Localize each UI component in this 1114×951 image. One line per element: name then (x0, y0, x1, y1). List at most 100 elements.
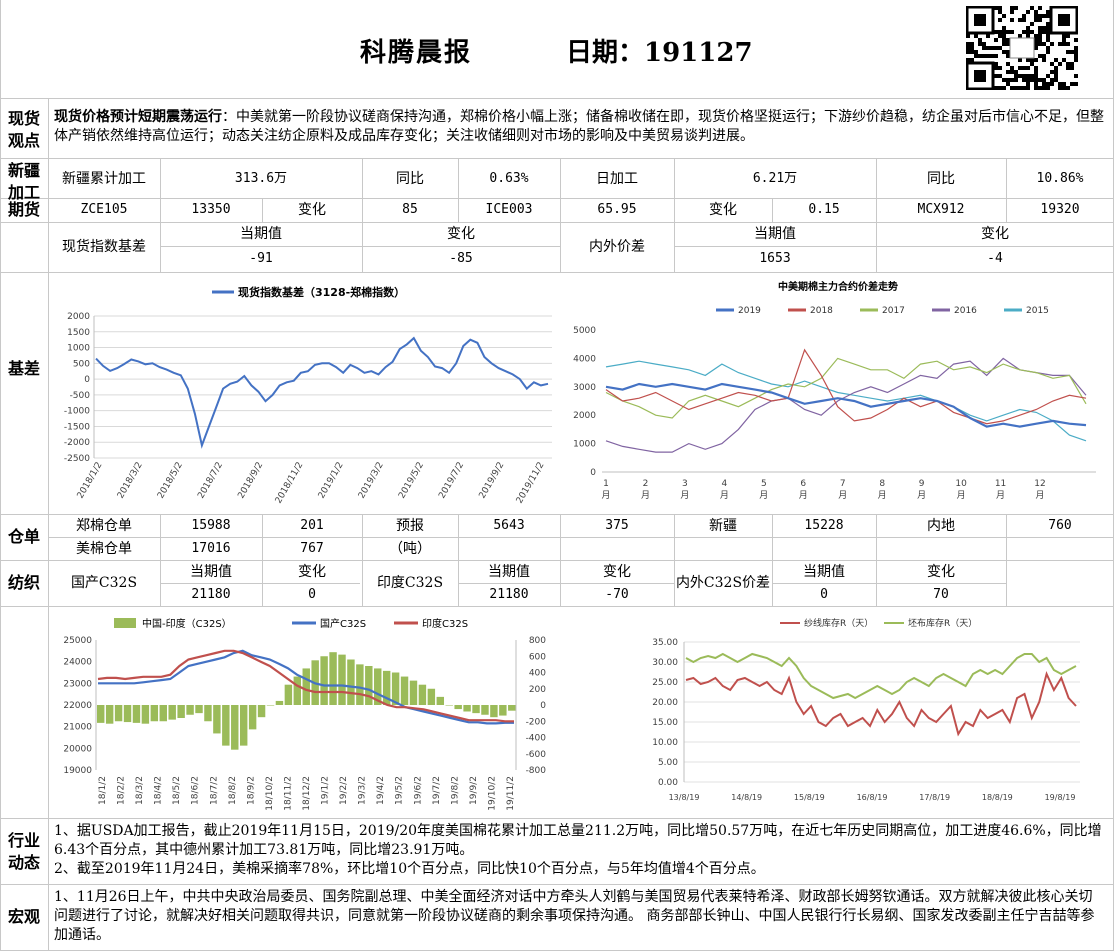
y-right-tick-label: -400 (526, 734, 547, 744)
futures-contract-3: MCX912 (917, 202, 965, 217)
futures-value-3: 19320 (1040, 202, 1080, 217)
series-line-2016 (605, 357, 1087, 453)
series-line-2019 (605, 382, 1087, 428)
diff-bar (400, 676, 409, 705)
y-tick-label: -1000 (64, 407, 90, 417)
diff-bar (213, 705, 221, 734)
x-tick-label-group: 19/7/2 (432, 776, 442, 805)
legend-label: 现货指数基差（3128-郑棉指数） (238, 285, 405, 299)
ind-c32s-label: 印度C32S (376, 575, 444, 591)
x-tick-label-group: 2019/5/2 (397, 461, 426, 501)
us-warrant-label: 美棉仓单 (76, 541, 132, 557)
diff-bar (472, 705, 480, 714)
x-tick-label-group: 19/4/2 (376, 776, 386, 805)
diff-bar (445, 705, 453, 706)
diff-bar (97, 705, 105, 723)
spread-c32s-label: 内外C32S价差 (675, 575, 771, 591)
x-tick-label: 2018/5/2 (156, 461, 185, 501)
brand-title: 科腾晨报 (360, 38, 473, 68)
dom-c32s-label: 国产C32S (70, 575, 138, 591)
diff-bar (374, 668, 382, 705)
x-tick-label: 4 (721, 479, 727, 489)
x-tick-label-group: 19/1/2 (321, 776, 331, 805)
basis-current-1: -91 (249, 251, 273, 266)
diff-bar (177, 705, 185, 718)
x-tick-label: 15/8/19 (794, 793, 825, 802)
y-right-tick-label: 400 (529, 669, 546, 679)
qr-code-icon (965, 5, 1079, 91)
basis-change-1: -85 (449, 251, 473, 266)
diff-bar (204, 705, 212, 722)
diff-bar (186, 705, 194, 715)
x-tick-label: 2 (643, 479, 649, 489)
x-tick-unit: 月 (1035, 490, 1044, 501)
x-tick-label: 19/10/2 (487, 776, 497, 811)
x-tick-label: 19/2/2 (339, 776, 349, 805)
legend-label: 中国-印度（C32S） (142, 617, 232, 630)
diff-bar (168, 705, 176, 720)
spread-current: 0 (820, 587, 828, 602)
section-futures: 期货 (7, 200, 40, 219)
y-tick-label: 5000 (573, 326, 596, 336)
y-tick-label: 35.00 (652, 638, 678, 648)
x-tick-label: 18/11/2 (283, 776, 293, 811)
y-tick-label: -500 (70, 391, 91, 401)
diff-bar (365, 666, 373, 705)
legend-label: 2019 (738, 306, 761, 316)
x-tick-label: 2018/3/2 (116, 461, 145, 501)
x-tick-label: 18/8/19 (982, 793, 1013, 802)
futures-change-2: 0.15 (808, 202, 840, 217)
x-tick-label-group: 19/11/2 (506, 776, 516, 811)
y-tick-label: 5.00 (658, 758, 678, 768)
x-tick-unit: 月 (641, 490, 650, 501)
spot-view-headline: 现货价格预计短期震荡运行 (54, 109, 222, 125)
ind-current-label: 当期值 (488, 564, 530, 580)
xj-cum-label: 新疆累计加工 (62, 171, 146, 187)
x-tick-label-group: 19/8/2 (450, 776, 460, 805)
basis-current-label-2: 当期值 (754, 226, 796, 242)
diff-bar (454, 705, 462, 710)
us-warrant-value: 17016 (191, 541, 231, 556)
x-tick-unit: 月 (799, 490, 808, 501)
dom-change-label: 变化 (298, 564, 326, 580)
legend-label: 坯布库存R（天） (908, 617, 977, 629)
forecast-label: 预报 (396, 518, 424, 534)
chart-title: 中美期棉主力合约价差走势 (778, 280, 898, 293)
x-tick-label-group: 18/3/2 (135, 776, 145, 805)
y-tick-label: -2000 (64, 438, 90, 448)
diff-bar (436, 696, 445, 705)
x-tick-label: 18/2/2 (117, 776, 127, 805)
x-tick-label-group: 19/5/2 (395, 776, 405, 805)
zc-warrant-value: 15988 (191, 518, 231, 533)
x-tick-label: 1 (603, 479, 609, 489)
x-tick-label: 18/7/2 (209, 776, 219, 805)
x-tick-unit: 月 (601, 490, 610, 501)
y-tick-label: 500 (73, 359, 90, 369)
x-tick-label: 2018/1/2 (76, 461, 105, 501)
section-macro: 宏观 (7, 907, 40, 926)
y-right-tick-label: -200 (526, 717, 547, 727)
y-tick-label: 10.00 (652, 738, 678, 748)
y-left-tick-label: 22000 (63, 701, 92, 711)
diff-bar (222, 705, 230, 746)
report-date: 日期：191127 (566, 38, 753, 68)
x-tick-label-group: 18/11/2 (283, 776, 293, 811)
x-tick-label-group: 18/2/2 (117, 776, 127, 805)
diff-bar (114, 705, 123, 722)
x-tick-label-group: 18/10/2 (265, 776, 275, 811)
x-tick-label-group: 2018/11/2 (274, 461, 306, 506)
inland-warrant-label: 内地 (927, 518, 955, 534)
x-tick-label-group: 2018/9/2 (236, 461, 265, 501)
diff-bar (508, 705, 516, 711)
x-tick-label-group: 19/9/2 (469, 776, 479, 805)
x-tick-label: 19/1/2 (321, 776, 331, 805)
diff-bar (248, 705, 257, 730)
x-tick-label-group: 2019/3/2 (357, 461, 386, 501)
y-tick-label: 0 (84, 375, 90, 385)
legend-label: 纱线库存R（天） (804, 617, 873, 629)
ind-change-label: 变化 (603, 564, 631, 580)
industry-item-2: 2、截至2019年11月24日，美棉采摘率78%，环比增10个百分点，同比快10… (54, 861, 765, 877)
futures-contract-2: ICE003 (485, 202, 533, 217)
x-tick-label-group: 2018/5/2 (156, 461, 185, 501)
forecast-value: 5643 (493, 518, 525, 533)
